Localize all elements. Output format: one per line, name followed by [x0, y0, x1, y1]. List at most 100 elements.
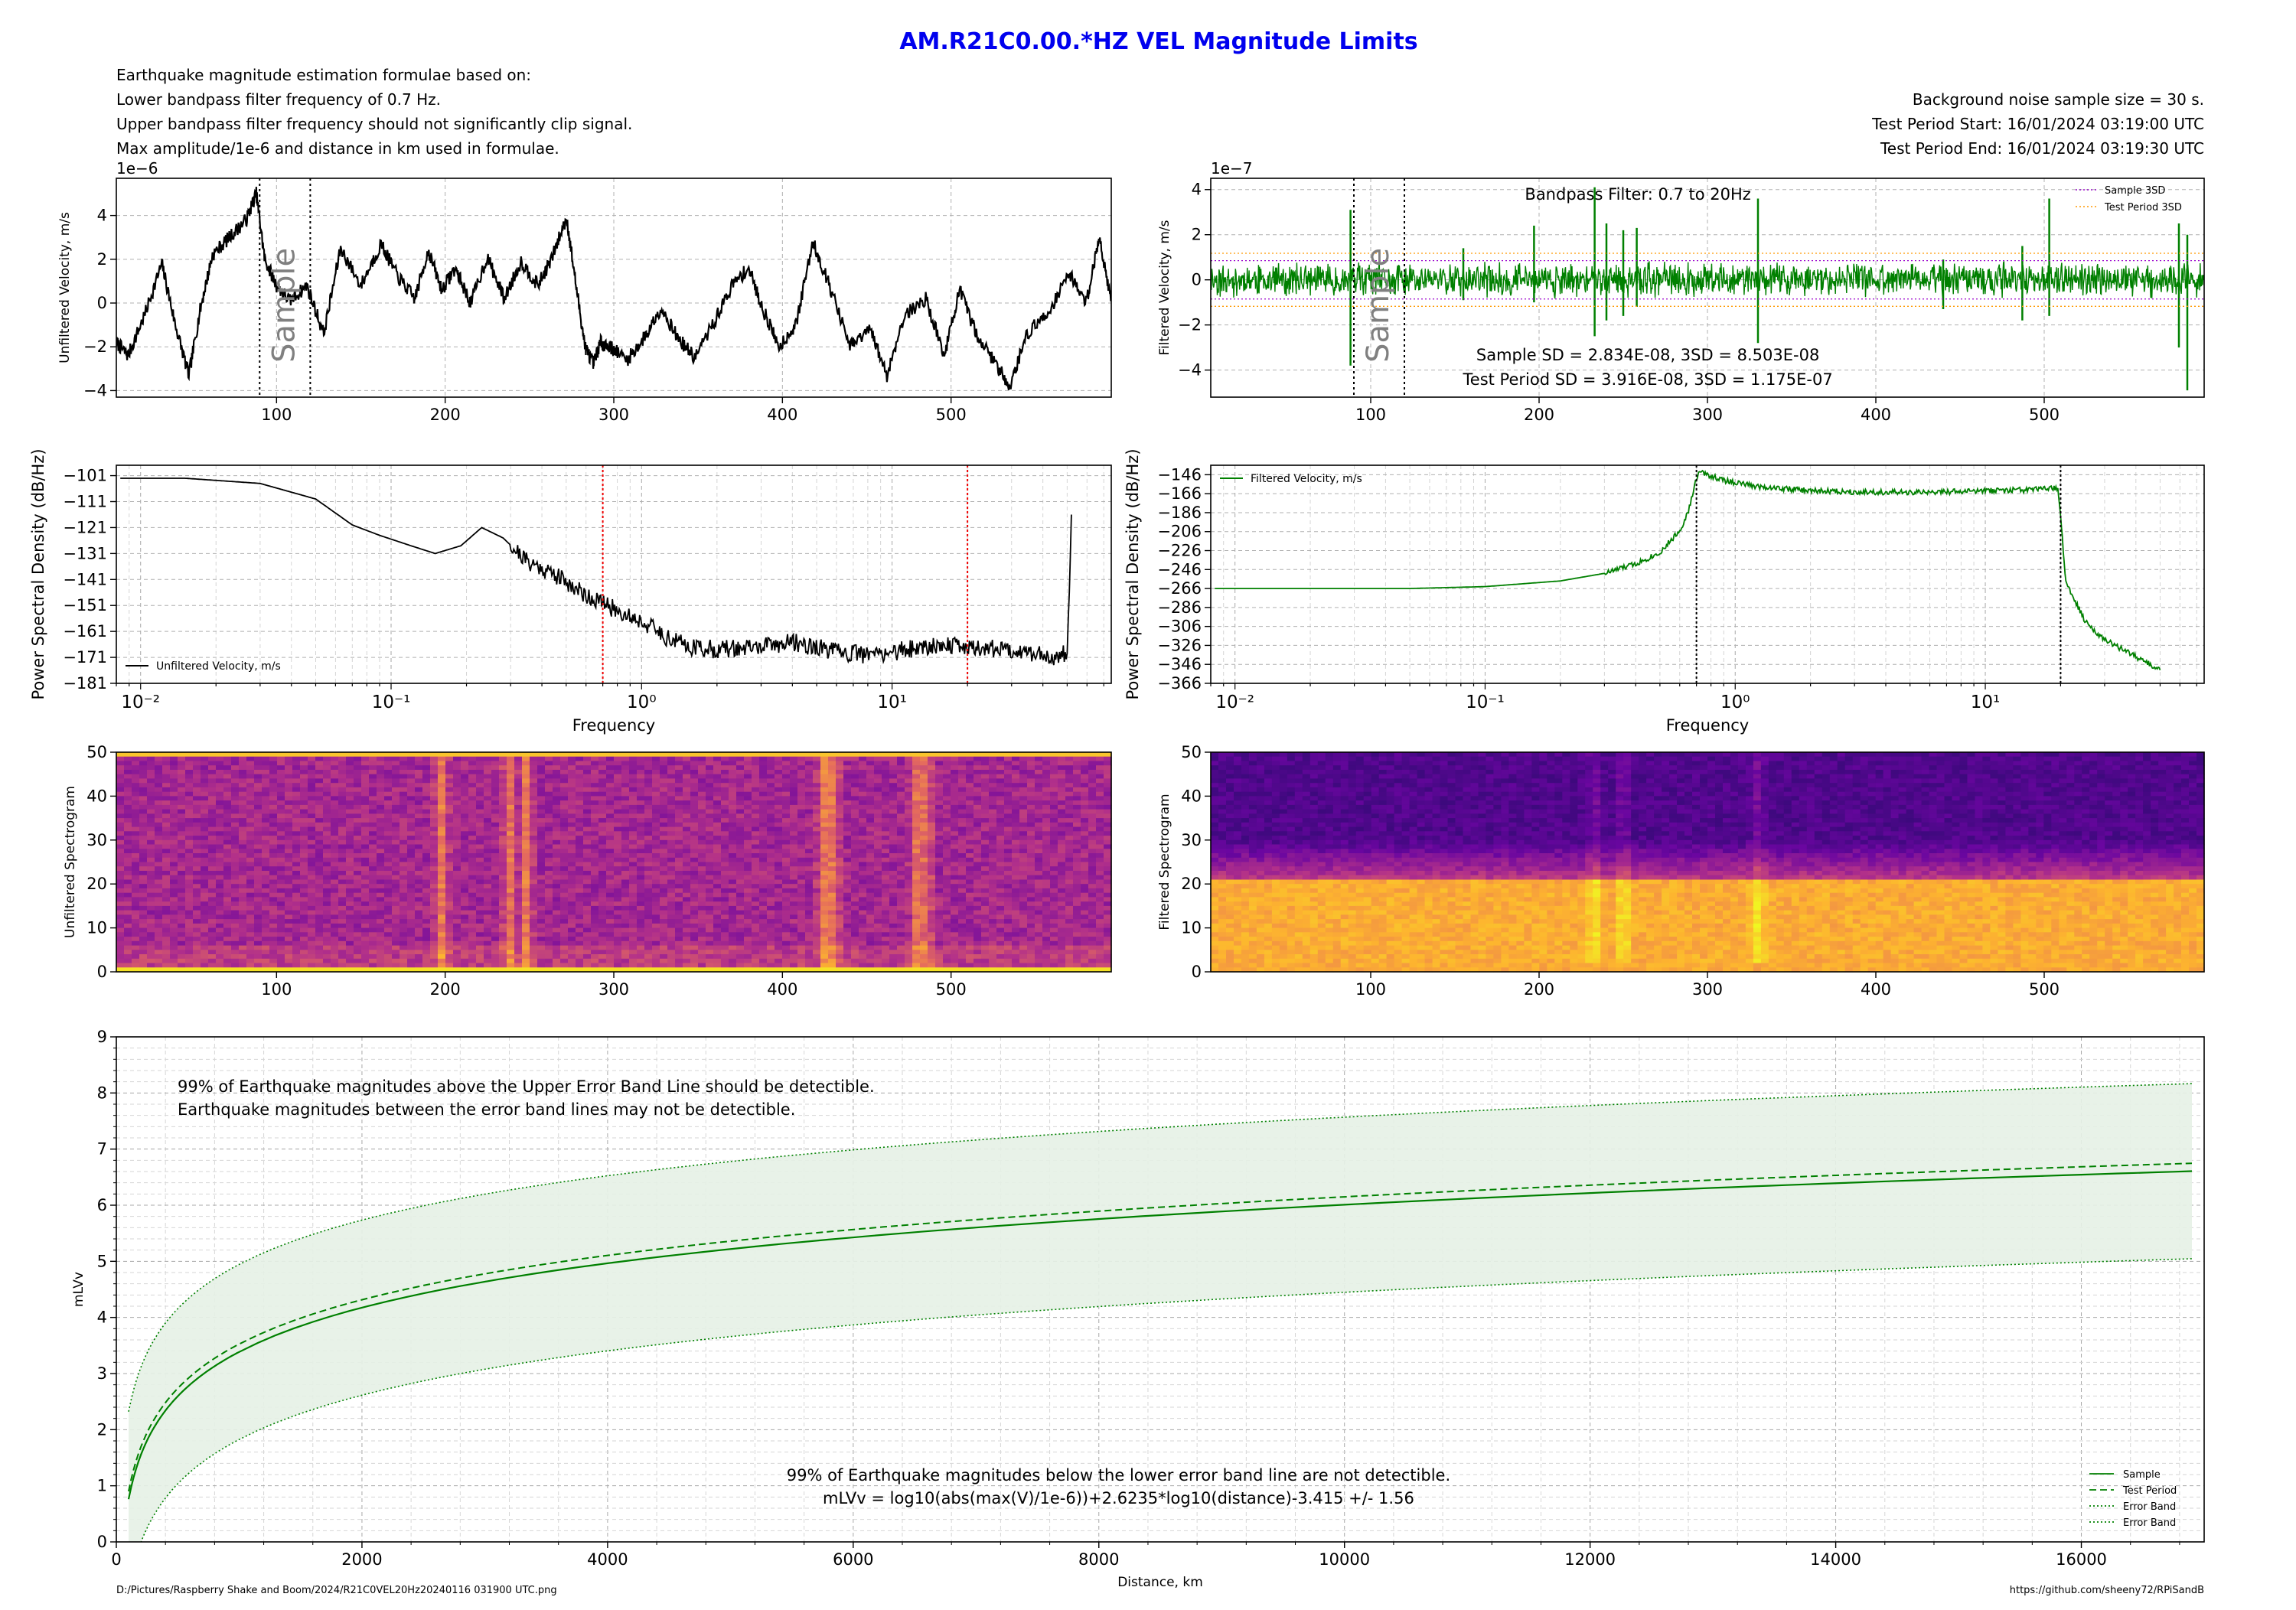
heatmap-cell: [576, 906, 584, 911]
heatmap-cell: [621, 932, 630, 937]
heatmap-cell: [116, 761, 125, 766]
heatmap-cell: [246, 959, 255, 963]
heatmap-cell: [698, 818, 706, 823]
heatmap-cell: [246, 946, 255, 950]
heatmap-cell: [124, 752, 132, 757]
heatmap-cell: [629, 823, 638, 827]
heatmap-cell: [346, 853, 354, 858]
heatmap-cell: [147, 845, 155, 849]
heatmap-cell: [254, 805, 263, 810]
heatmap-cell: [124, 800, 132, 805]
heatmap-cell: [637, 792, 645, 797]
heatmap-cell: [744, 818, 752, 823]
heatmap-cell: [675, 810, 683, 814]
heatmap-cell: [170, 774, 178, 779]
heatmap-cell: [246, 871, 255, 875]
heatmap-cell: [576, 937, 584, 941]
heatmap-cell: [797, 888, 806, 893]
heatmap-cell: [499, 858, 507, 862]
heatmap-cell: [185, 862, 194, 867]
heatmap-cell: [820, 770, 829, 774]
heatmap-cell: [805, 810, 814, 814]
heatmap-cell: [162, 752, 171, 757]
heatmap-cell: [683, 805, 691, 810]
heatmap-cell: [667, 774, 676, 779]
heatmap-cell: [568, 911, 576, 915]
heatmap-cell: [223, 924, 232, 928]
heatmap-cell: [422, 914, 431, 919]
heatmap-cell: [315, 849, 324, 853]
heatmap-cell: [453, 823, 461, 827]
heatmap-cell: [530, 954, 538, 959]
heatmap-cell: [162, 959, 171, 963]
heatmap-cell: [377, 950, 385, 954]
heatmap-cell: [591, 813, 599, 818]
heatmap-cell: [392, 836, 400, 840]
heatmap-cell: [614, 924, 622, 928]
heatmap-cell: [346, 831, 354, 836]
heatmap-cell: [537, 875, 546, 880]
heatmap-cell: [223, 752, 232, 757]
heatmap-cell: [415, 774, 423, 779]
heatmap-cell: [660, 845, 668, 849]
heatmap-cell: [637, 884, 645, 888]
heatmap-cell: [606, 950, 615, 954]
heatmap-cell: [675, 937, 683, 941]
heatmap-cell: [499, 823, 507, 827]
heatmap-cell: [637, 765, 645, 770]
heatmap-cell: [201, 787, 209, 792]
heatmap-cell: [744, 813, 752, 818]
heatmap-cell: [262, 924, 270, 928]
x-tick-label: 10⁰: [1720, 693, 1750, 712]
heatmap-cell: [155, 752, 163, 757]
heatmap-cell: [813, 906, 821, 911]
heatmap-cell: [759, 858, 768, 862]
heatmap-cell: [254, 778, 263, 783]
heatmap-cell: [116, 823, 125, 827]
heatmap-cell: [491, 783, 500, 787]
heatmap-cell: [162, 810, 171, 814]
heatmap-cell: [384, 866, 393, 871]
heatmap-cell: [285, 858, 293, 862]
heatmap-cell: [269, 770, 278, 774]
heatmap-cell: [201, 937, 209, 941]
heatmap-cell: [468, 778, 477, 783]
heatmap-cell: [629, 752, 638, 757]
heatmap-cell: [652, 884, 660, 888]
heatmap-cell: [553, 911, 561, 915]
heatmap-cell: [361, 845, 370, 849]
heatmap-cell: [300, 919, 308, 924]
heatmap-cell: [476, 914, 484, 919]
heatmap-cell: [629, 840, 638, 845]
heatmap-cell: [476, 946, 484, 950]
heatmap-cell: [782, 827, 791, 832]
heatmap-cell: [223, 871, 232, 875]
heatmap-cell: [476, 805, 484, 810]
heatmap-cell: [323, 831, 331, 836]
heatmap-cell: [767, 875, 775, 880]
heatmap-cell: [491, 928, 500, 933]
heatmap-cell: [797, 875, 806, 880]
heatmap-cell: [713, 888, 722, 893]
heatmap-cell: [629, 914, 638, 919]
heatmap-cell: [644, 770, 653, 774]
heatmap-cell: [223, 757, 232, 761]
heatmap-cell: [813, 845, 821, 849]
heatmap-cell: [185, 765, 194, 770]
heatmap-cell: [752, 836, 760, 840]
heatmap-cell: [147, 858, 155, 862]
heatmap-cell: [415, 787, 423, 792]
heatmap-cell: [354, 787, 362, 792]
heatmap-cell: [147, 770, 155, 774]
heatmap-cell: [262, 823, 270, 827]
heatmap-cell: [667, 928, 676, 933]
heatmap-cell: [721, 914, 729, 919]
heatmap-cell: [790, 937, 798, 941]
heatmap-cell: [415, 805, 423, 810]
heatmap-cell: [797, 950, 806, 954]
heatmap-cell: [308, 787, 316, 792]
heatmap-cell: [713, 774, 722, 779]
heatmap-cell: [744, 752, 752, 757]
heatmap-cell: [690, 959, 699, 963]
heatmap-cell: [361, 963, 370, 968]
